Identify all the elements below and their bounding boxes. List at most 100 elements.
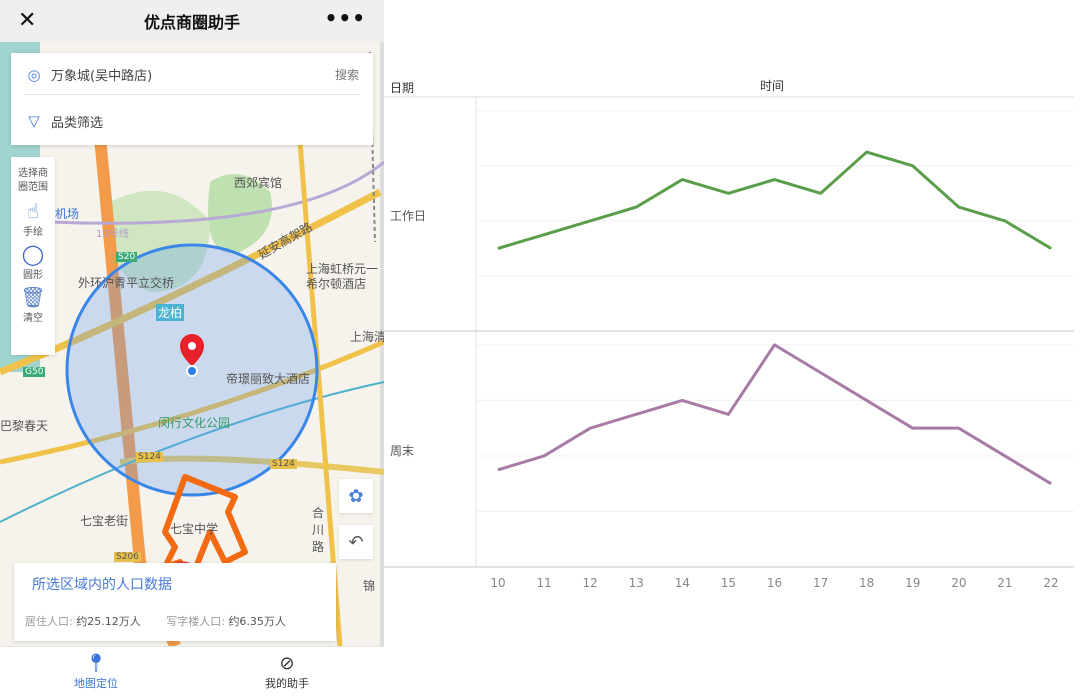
x-tick-label: 16 bbox=[767, 576, 782, 590]
map-label: 巴黎春天 bbox=[0, 419, 49, 433]
tab-label: 我的助手 bbox=[265, 677, 309, 690]
map-label: 机场 bbox=[55, 207, 80, 221]
data-point bbox=[774, 344, 775, 346]
data-point bbox=[497, 469, 499, 471]
x-tick-label: 11 bbox=[536, 576, 551, 590]
panel-label-weekend: 周末 bbox=[390, 444, 415, 458]
undo-button[interactable]: ↶ bbox=[339, 525, 373, 559]
circle-tool[interactable]: ◯ 圆形 bbox=[11, 242, 55, 281]
x-tick-label: 12 bbox=[583, 576, 598, 590]
location-search-row[interactable]: ◎ 万象城(吴中路店) 搜索 bbox=[25, 55, 359, 95]
tab-bar: 📍︎ 地图定位 ⊘ 我的助手 bbox=[0, 646, 384, 698]
line-chart: 日期 时间 工作日 周末 10 11 12 13 14 15 16 17 18 19 20 21 22 bbox=[384, 70, 1080, 698]
panel-label-weekday: 工作日 bbox=[390, 209, 427, 223]
title-bar: ✕ 优点商圈助手 ••• bbox=[0, 0, 384, 42]
x-tick-label: 22 bbox=[1043, 576, 1058, 590]
resident-value: 约25.12万人 bbox=[76, 615, 141, 628]
category-filter-label: 品类筛选 bbox=[51, 115, 104, 131]
location-input[interactable]: 万象城(吴中路店) bbox=[51, 69, 153, 84]
data-point bbox=[635, 413, 637, 415]
undo-icon: ↶ bbox=[348, 531, 364, 553]
tab-label: 地图定位 bbox=[74, 677, 118, 690]
app-title: 优点商圈助手 bbox=[143, 13, 240, 32]
row-header: 日期 bbox=[390, 81, 415, 95]
data-point bbox=[820, 372, 822, 374]
population-popup: 所选区域内的人口数据 居住人口: 约25.12万人 写字楼人口: 约6.35万人 bbox=[14, 563, 336, 641]
map-label: 上海清 bbox=[350, 330, 384, 344]
data-point bbox=[543, 234, 545, 236]
data-point bbox=[1050, 247, 1052, 249]
x-tick-label: 20 bbox=[951, 576, 966, 590]
x-tick-label: 21 bbox=[997, 576, 1012, 590]
data-point bbox=[497, 247, 499, 249]
data-point bbox=[774, 179, 775, 181]
x-tick-label: 17 bbox=[813, 576, 828, 590]
data-point bbox=[681, 399, 683, 401]
data-point bbox=[589, 427, 591, 429]
map-label: 闵行文化公园 bbox=[158, 416, 231, 430]
map-label: 锦 bbox=[363, 579, 376, 593]
map-label: 西郊宾馆 bbox=[234, 176, 283, 190]
search-button[interactable]: 搜索 bbox=[334, 68, 359, 82]
road-badge: S206 bbox=[114, 552, 141, 562]
data-point bbox=[589, 220, 591, 222]
data-point bbox=[866, 151, 868, 153]
mobile-app: 西郊宾馆 延安高架路 外环沪青平立交桥 龙柏 帝璟丽致大酒店 闵行文化公园 上海… bbox=[0, 0, 384, 698]
x-tick-label: 18 bbox=[859, 576, 874, 590]
data-point bbox=[681, 179, 683, 181]
data-point bbox=[727, 192, 729, 194]
circle-icon: ◯ bbox=[21, 242, 45, 266]
x-tick-label: 15 bbox=[721, 576, 736, 590]
x-tick-label: 19 bbox=[905, 576, 920, 590]
flower-icon: ✿ bbox=[348, 485, 364, 507]
data-point bbox=[820, 192, 822, 194]
tool-label: 圆形 bbox=[23, 270, 43, 281]
map-layer-button[interactable]: ✿ bbox=[339, 479, 373, 513]
map-label: 七宝中学 bbox=[170, 522, 219, 536]
data-point bbox=[866, 399, 868, 401]
resident-label: 居住人口: bbox=[25, 615, 73, 628]
map-label: 外环沪青平立交桥 bbox=[78, 276, 175, 290]
map-label: 七宝老街 bbox=[80, 514, 129, 528]
road-badge: G50 bbox=[23, 367, 46, 377]
data-point bbox=[1050, 483, 1052, 485]
map-label: 合川路 bbox=[312, 506, 325, 554]
clear-tool[interactable]: 🗑︎ 清空 bbox=[11, 285, 55, 324]
data-point bbox=[958, 427, 960, 429]
location-icon: ◎ bbox=[27, 65, 41, 84]
more-icon[interactable]: ••• bbox=[324, 6, 366, 30]
tool-label: 手绘 bbox=[23, 227, 43, 238]
map-label: 龙柏 bbox=[156, 304, 185, 321]
map-label: 上海虹桥元一希尔顿酒店 bbox=[306, 262, 379, 291]
x-tick-label: 14 bbox=[675, 576, 690, 590]
data-point bbox=[912, 165, 914, 167]
search-card: ◎ 万象城(吴中路店) 搜索 ▽ 品类筛选 bbox=[11, 53, 373, 145]
trash-icon: 🗑︎ bbox=[20, 285, 46, 309]
road-badge: S124 bbox=[270, 459, 297, 469]
popup-title: 所选区域内的人口数据 bbox=[32, 577, 172, 593]
tab-map-location[interactable]: 📍︎ 地图定位 bbox=[36, 653, 156, 691]
hand-draw-tool[interactable]: ☝ 手绘 bbox=[11, 199, 55, 238]
filter-icon: ▽ bbox=[28, 112, 40, 130]
data-point bbox=[543, 455, 545, 457]
x-tick-label: 10 bbox=[490, 576, 505, 590]
location-pin-icon: 📍︎ bbox=[84, 653, 108, 674]
road-badge: S124 bbox=[136, 452, 163, 462]
data-point bbox=[958, 206, 960, 208]
map-label: 帝璟丽致大酒店 bbox=[226, 372, 311, 386]
tools-header: 选择商圈范围 bbox=[18, 168, 48, 193]
data-point bbox=[635, 206, 637, 208]
series-line-weekend bbox=[497, 343, 1052, 485]
population-stats: 居住人口: 约25.12万人 写字楼人口: 约6.35万人 bbox=[25, 613, 286, 629]
road-badge: S20 bbox=[116, 252, 138, 262]
area-tools-panel: 选择商圈范围 ☝ 手绘 ◯ 圆形 🗑︎ 清空 bbox=[11, 157, 55, 355]
office-value: 约6.35万人 bbox=[228, 615, 286, 628]
chart-plot: 10 11 12 13 14 15 16 17 18 19 20 21 22 bbox=[384, 96, 1074, 590]
category-filter-row[interactable]: ▽ 品类筛选 bbox=[25, 101, 359, 141]
close-icon[interactable]: ✕ bbox=[18, 8, 37, 33]
data-point bbox=[1004, 455, 1006, 457]
map-label: 10号线 bbox=[96, 229, 129, 240]
hand-draw-icon: ☝ bbox=[26, 199, 40, 223]
office-label: 写字楼人口: bbox=[166, 615, 225, 628]
tab-my-assistant[interactable]: ⊘ 我的助手 bbox=[227, 653, 347, 691]
